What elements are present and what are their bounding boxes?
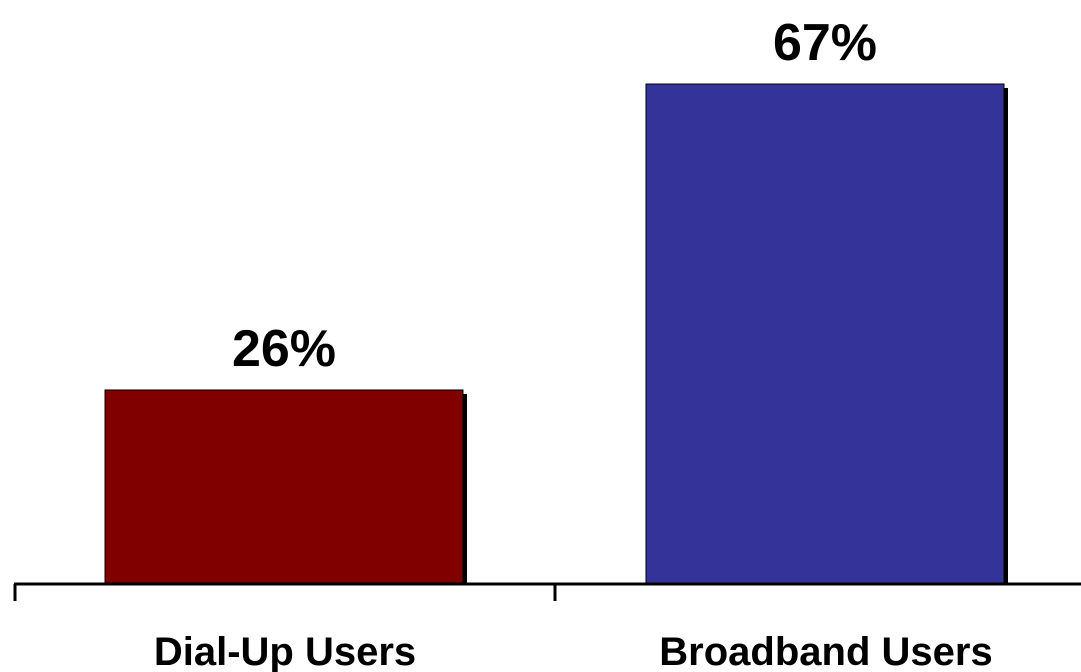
- bar: [645, 83, 1005, 585]
- data-label: 26%: [232, 320, 336, 378]
- labels-layer: 26% Dial-Up Users 67% Broadband Users: [154, 14, 993, 672]
- x-axis: [13, 582, 1081, 601]
- x-tick-label: Broadband Users: [659, 630, 992, 672]
- x-tick-label: Dial-Up Users: [154, 630, 416, 672]
- data-label: 67%: [773, 14, 877, 72]
- bars-layer: [104, 83, 1008, 585]
- bar: [104, 389, 464, 585]
